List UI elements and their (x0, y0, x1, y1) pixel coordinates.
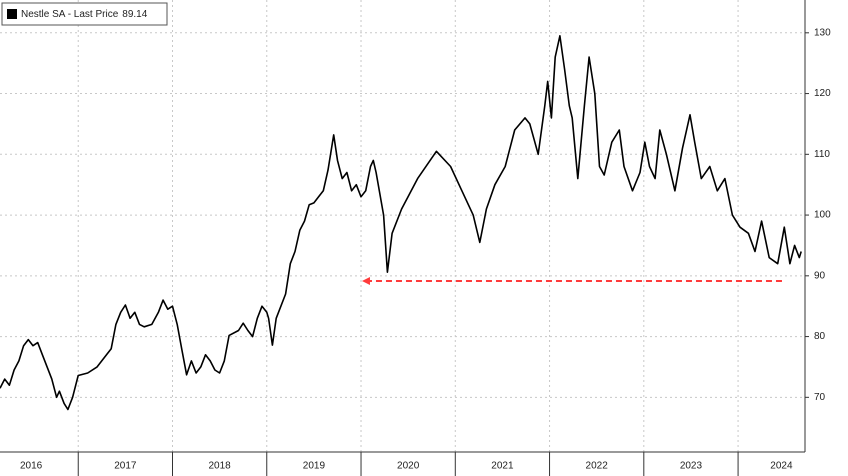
x-tick-label: 2021 (491, 461, 514, 472)
x-tick-label: 2023 (680, 461, 703, 472)
x-tick-label: 2019 (303, 461, 326, 472)
y-tick-label: 120 (814, 88, 831, 99)
y-tick-label: 90 (814, 270, 826, 281)
x-tick-label: 2016 (20, 461, 43, 472)
y-tick-label: 130 (814, 27, 831, 38)
y-tick-label: 80 (814, 331, 826, 342)
arrow-head (361, 277, 370, 286)
x-tick-label: 2020 (397, 461, 420, 472)
legend-box (1, 2, 168, 26)
legend-label: Nestle SA - Last Price (21, 9, 119, 20)
x-tick-label: 2024 (770, 461, 793, 472)
x-tick-label: 2017 (114, 461, 137, 472)
x-tick-label: 2018 (209, 461, 232, 472)
legend-swatch (7, 9, 17, 19)
y-tick-label: 110 (814, 149, 830, 160)
y-tick-label: 70 (814, 392, 826, 403)
legend-value: 89.14 (122, 9, 147, 20)
price-line (0, 35, 802, 411)
x-tick-label: 2022 (586, 461, 609, 472)
y-tick-label: 100 (814, 210, 831, 221)
